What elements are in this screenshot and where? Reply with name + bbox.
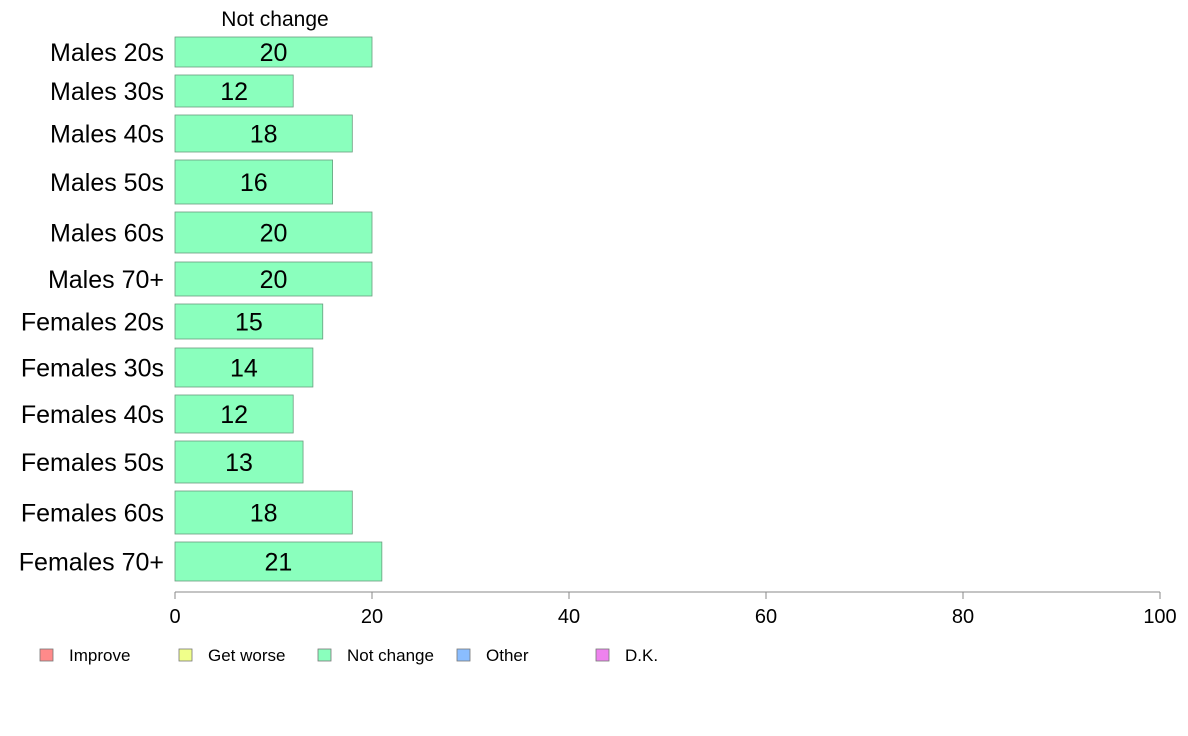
legend-label: D.K. <box>625 646 658 665</box>
bar <box>174 303 324 340</box>
bar <box>174 394 294 434</box>
bar <box>174 261 373 297</box>
category-label: Males 70+ <box>48 266 164 294</box>
bar-value-label: 21 <box>265 549 293 577</box>
legend-swatch <box>317 648 332 662</box>
x-tick-label: 60 <box>755 606 777 628</box>
bar-value-label: 20 <box>260 220 288 248</box>
legend-label: Improve <box>69 646 130 665</box>
series-title: Not change <box>221 8 328 31</box>
bar <box>174 114 353 153</box>
legend-label: Other <box>486 646 529 665</box>
category-label: Females 70+ <box>19 549 164 577</box>
bar-value-label: 18 <box>250 500 278 528</box>
category-label: Males 50s <box>50 169 164 197</box>
bars-group: Males 20s 20 Males 30s 12 Males 40s 18 Males 5… <box>19 36 383 582</box>
legend-swatch <box>456 648 471 662</box>
bar-value-label: 12 <box>220 78 248 106</box>
bar-value-label: 20 <box>260 39 288 67</box>
x-tick-label: 40 <box>558 606 580 628</box>
bar <box>174 211 373 254</box>
bar <box>174 490 353 535</box>
bar <box>174 36 373 68</box>
category-label: Males 60s <box>50 220 164 248</box>
category-label: Females 20s <box>21 309 164 337</box>
x-tick-label: 100 <box>1143 606 1176 628</box>
x-axis: 0 20 40 60 80 100 <box>169 591 1177 628</box>
category-label: Females 50s <box>21 449 164 477</box>
x-tick-label: 0 <box>169 606 180 628</box>
legend-label: Not change <box>347 646 434 665</box>
bar-value-label: 13 <box>225 449 253 477</box>
bar <box>174 159 334 205</box>
legend-swatch <box>178 648 193 662</box>
bar-value-label: 12 <box>220 401 248 429</box>
category-label: Females 30s <box>21 355 164 383</box>
category-label: Females 60s <box>21 500 164 528</box>
legend-swatch <box>39 648 54 662</box>
bar-value-label: 18 <box>250 121 278 149</box>
bar <box>174 74 294 108</box>
category-label: Males 20s <box>50 39 164 67</box>
legend-label: Get worse <box>208 646 285 665</box>
legend-swatch <box>595 648 610 662</box>
category-label: Males 30s <box>50 78 164 106</box>
x-tick-label: 20 <box>361 606 383 628</box>
legend: Improve Get worse Not change Other D.K. <box>39 646 658 665</box>
x-tick-label: 80 <box>952 606 974 628</box>
bar-value-label: 20 <box>260 266 288 294</box>
category-label: Males 40s <box>50 121 164 149</box>
bar-value-label: 15 <box>235 309 263 337</box>
bar-value-label: 14 <box>230 355 258 383</box>
bar <box>174 347 314 388</box>
bar-value-label: 16 <box>240 169 268 197</box>
category-label: Females 40s <box>21 401 164 429</box>
bar <box>174 541 383 582</box>
bar <box>174 440 304 484</box>
